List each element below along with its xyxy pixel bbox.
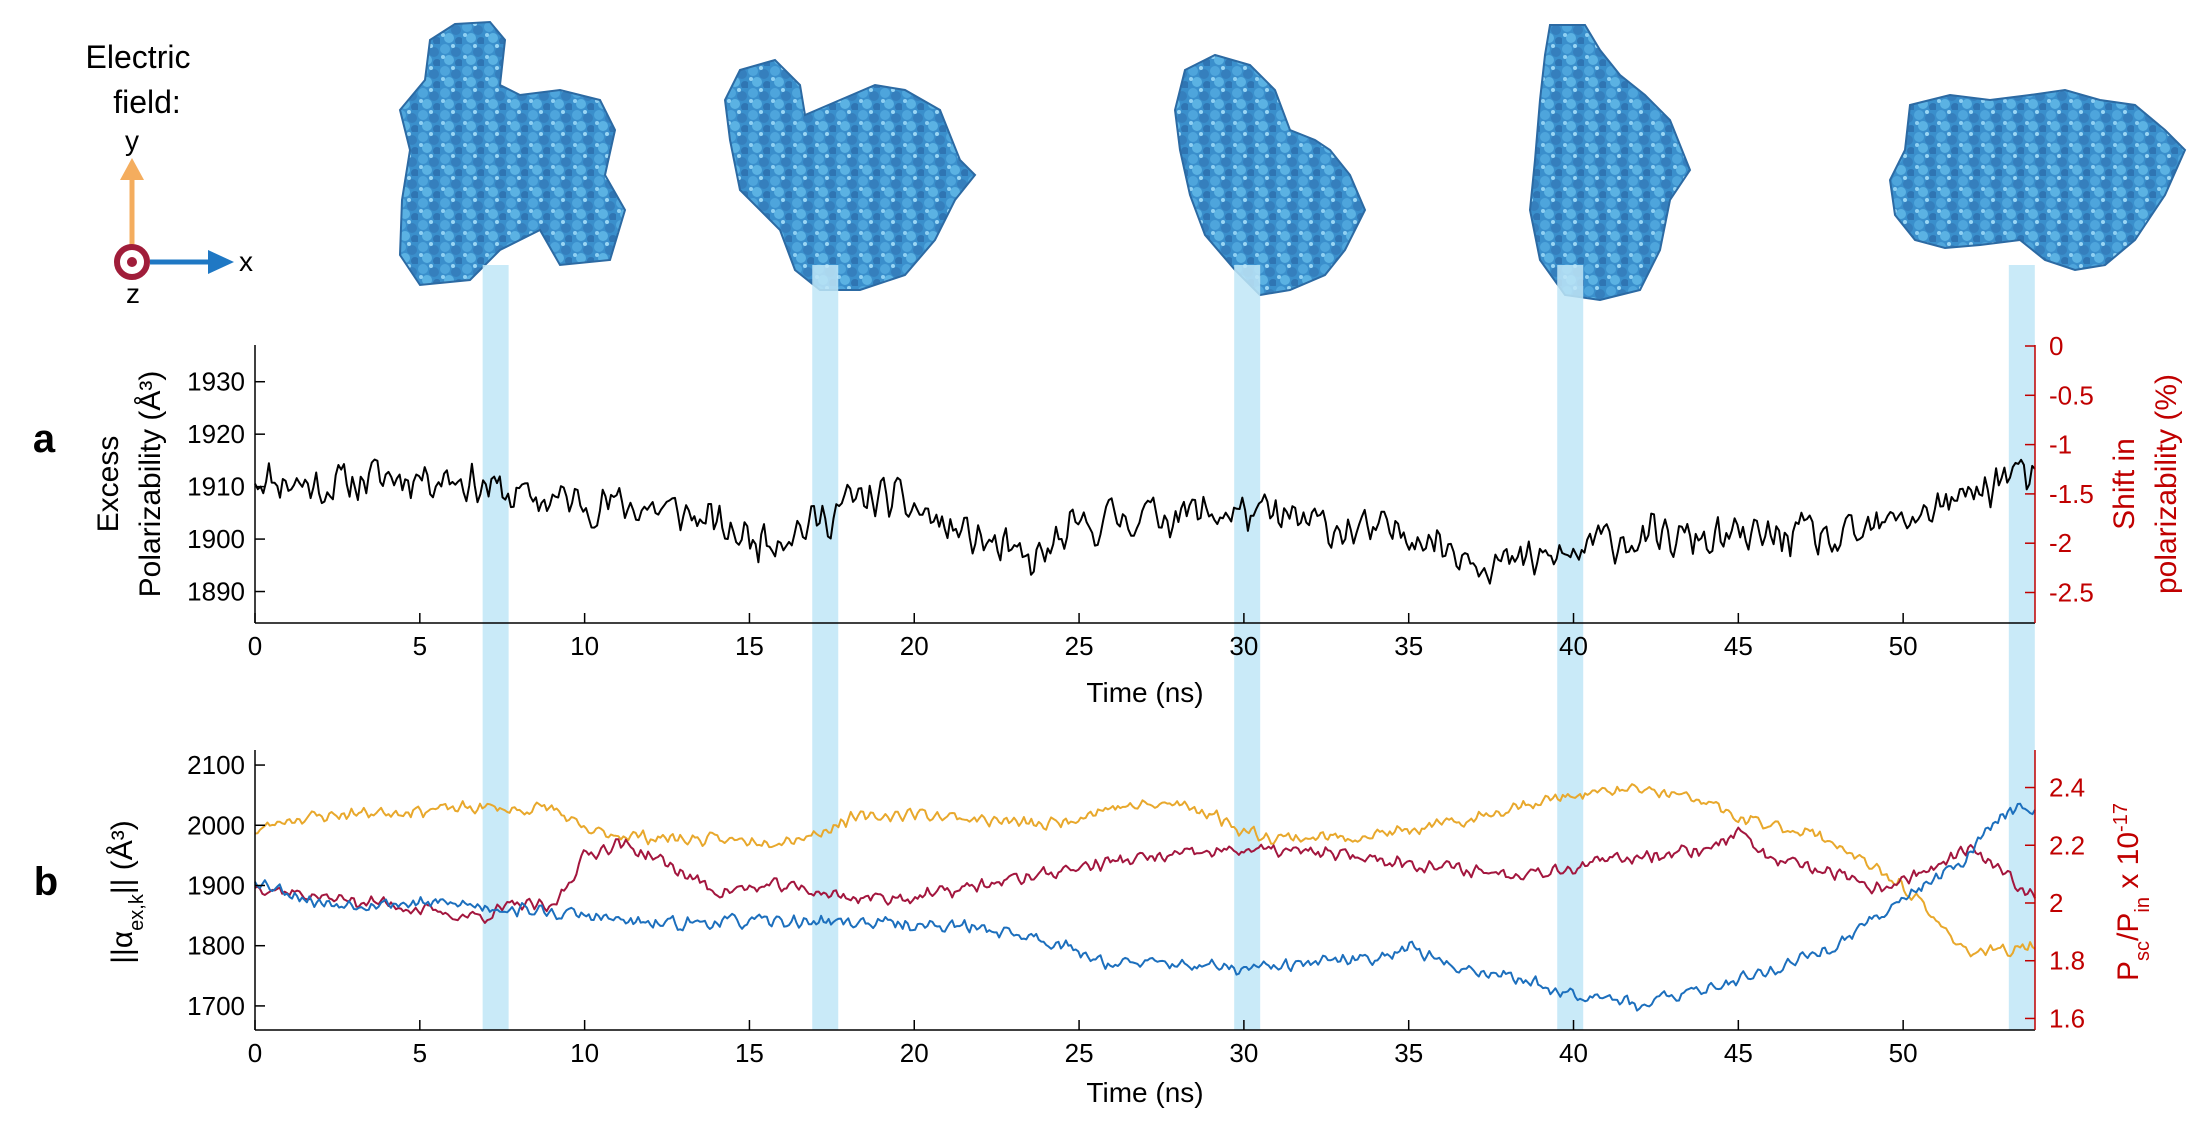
x-tick-label: 0 xyxy=(248,1038,262,1068)
x-tick-label: 30 xyxy=(1229,1038,1258,1068)
highlight-band-2 xyxy=(812,265,839,1030)
series-line-3 xyxy=(254,802,2036,1012)
legend-title-line2: field: xyxy=(113,84,181,120)
panel-b-ylabel-main: ||α xyxy=(106,931,139,964)
x-tick-label: 30 xyxy=(1229,631,1258,661)
x-tick-label: 0 xyxy=(248,631,262,661)
protein-snapshot-5 xyxy=(1888,88,2187,272)
panel-a-ylabel-right-line2: polarizability (%) xyxy=(2150,374,2183,594)
panel-a-y-ticks: 1890 1900 1910 1920 1930 xyxy=(187,367,265,607)
series-line-2 xyxy=(254,826,2036,924)
panel-label-b: b xyxy=(34,860,58,904)
x-tick-label: 5 xyxy=(413,631,427,661)
protein-snapshot-4 xyxy=(1528,24,1692,302)
x-tick-label: 45 xyxy=(1724,631,1753,661)
right-tick-label: 2 xyxy=(2049,888,2063,918)
right-tick-label: -1.5 xyxy=(2049,479,2094,509)
panel-b-ylabel-right: Psc/Pin x 10-17 xyxy=(2110,803,2154,981)
y-tick-label: 1910 xyxy=(187,472,245,502)
x-tick-label: 45 xyxy=(1724,1038,1753,1068)
y-tick-label: 2000 xyxy=(187,810,245,840)
panel-a-ylabel-line1: Excess xyxy=(92,436,125,533)
panel-b-xlabel: Time (ns) xyxy=(1086,1077,1203,1108)
legend-title-line1: Electric xyxy=(86,39,191,75)
protein-snapshot-1 xyxy=(398,20,627,287)
protein-snapshot-2 xyxy=(723,58,977,291)
y-tick-label: 2100 xyxy=(187,750,245,780)
right-tick-label: -1 xyxy=(2049,430,2072,460)
x-tick-label: 25 xyxy=(1065,1038,1094,1068)
panel-b-x-ticks: 0 5 10 15 20 25 30 35 40 45 50 xyxy=(248,1020,1918,1068)
panel-a-ylabel-right-line1: Shift in xyxy=(2108,438,2141,530)
right-tick-label: 1.6 xyxy=(2049,1003,2085,1033)
x-tick-label: 35 xyxy=(1394,1038,1423,1068)
highlight-band-4 xyxy=(1557,265,1584,1030)
series-line-1 xyxy=(254,783,2036,958)
field-legend: Electric field: y x z xyxy=(86,39,253,309)
panel-b-ylabel-right-p2: /P xyxy=(2112,913,2145,941)
legend-axis-y: y xyxy=(125,125,139,156)
panel-a-ylabel-line2: Polarizability (Å³) xyxy=(134,371,167,598)
right-tick-label: 0 xyxy=(2049,331,2063,361)
right-tick-label: -2.5 xyxy=(2049,578,2094,608)
x-tick-label: 15 xyxy=(735,1038,764,1068)
highlight-band-1 xyxy=(482,265,509,1030)
protein-snapshots xyxy=(398,20,2187,302)
panel-a-x-ticks: 0 5 10 15 20 25 30 35 40 45 50 xyxy=(248,613,1918,661)
y-tick-label: 1900 xyxy=(187,524,245,554)
x-tick-label: 20 xyxy=(900,1038,929,1068)
right-tick-label: 1.8 xyxy=(2049,946,2085,976)
y-tick-label: 1920 xyxy=(187,419,245,449)
highlight-bands xyxy=(482,265,2035,1030)
z-dot-inner xyxy=(127,257,137,267)
panel-b-ylabel-sub: ex,k xyxy=(126,893,148,931)
series-line-1 xyxy=(254,458,2036,585)
panel-a-right-ticks: 0 -0.5 -1 -1.5 -2 -2.5 xyxy=(2025,331,2094,608)
highlight-band-3 xyxy=(1234,265,1261,1030)
y-tick-label: 1900 xyxy=(187,870,245,900)
panel-b-chart: 0 5 10 15 20 25 30 35 40 45 50 1700 1800 1900 2000 210… xyxy=(106,750,2154,1108)
x-tick-label: 40 xyxy=(1559,1038,1588,1068)
panel-a-series xyxy=(254,458,2036,585)
panel-b-ylabel-right-sub2: in xyxy=(2132,897,2154,913)
right-tick-label: -0.5 xyxy=(2049,380,2094,410)
right-tick-label: 2.2 xyxy=(2049,830,2085,860)
x-tick-label: 25 xyxy=(1065,631,1094,661)
x-tick-label: 40 xyxy=(1559,631,1588,661)
legend-axis-x: x xyxy=(239,246,253,277)
x-tick-label: 35 xyxy=(1394,631,1423,661)
x-tick-label: 50 xyxy=(1889,631,1918,661)
panel-b-ylabel-right-sub1: sc xyxy=(2132,941,2154,961)
x-tick-label: 5 xyxy=(413,1038,427,1068)
x-arrow-head xyxy=(208,250,234,274)
panel-b-ylabel-tail: || (Å³) xyxy=(106,820,139,894)
legend-axis-z: z xyxy=(126,278,140,309)
y-tick-label: 1800 xyxy=(187,931,245,961)
protein-snapshot-3 xyxy=(1173,53,1367,297)
panel-label-a: a xyxy=(33,417,56,461)
panel-b-series xyxy=(254,783,2036,1012)
right-tick-label: -2 xyxy=(2049,528,2072,558)
highlight-band-5 xyxy=(2008,265,2035,1030)
x-tick-label: 50 xyxy=(1889,1038,1918,1068)
y-tick-label: 1700 xyxy=(187,991,245,1021)
panel-b-ylabel-right-p3: x 10 xyxy=(2112,832,2145,897)
panel-b-ylabel: ||αex,k|| (Å³) xyxy=(106,820,148,964)
x-tick-label: 15 xyxy=(735,631,764,661)
right-tick-label: 2.4 xyxy=(2049,773,2085,803)
panel-b-ylabel-right-p1: P xyxy=(2112,961,2145,981)
panel-a-xlabel: Time (ns) xyxy=(1086,677,1203,708)
y-tick-label: 1930 xyxy=(187,367,245,397)
x-tick-label: 20 xyxy=(900,631,929,661)
x-tick-label: 10 xyxy=(570,631,599,661)
panel-b-ylabel-right-sup: -17 xyxy=(2110,803,2132,832)
y-tick-label: 1890 xyxy=(187,577,245,607)
panel-b-right-ticks: 1.6 1.8 2 2.2 2.4 xyxy=(2025,773,2085,1033)
x-tick-label: 10 xyxy=(570,1038,599,1068)
y-arrow-head xyxy=(120,158,144,180)
panel-a-chart: 0 5 10 15 20 25 30 35 40 45 50 1890 1900 1910 1920 193… xyxy=(92,331,2183,708)
panel-b-y-ticks: 1700 1800 1900 2000 2100 xyxy=(187,750,265,1021)
